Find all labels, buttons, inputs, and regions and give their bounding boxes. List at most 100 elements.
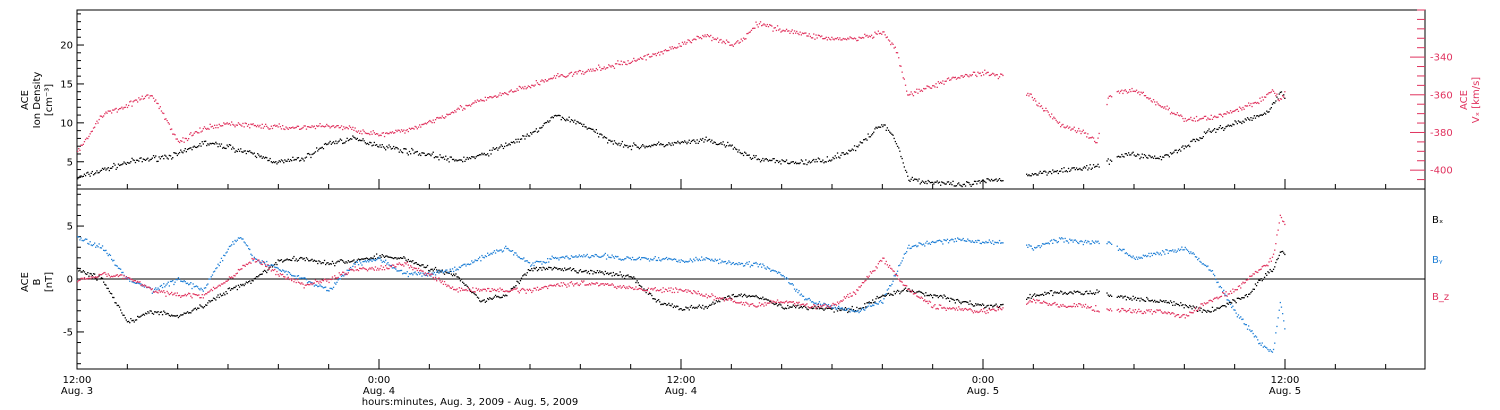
density-point — [551, 116, 553, 118]
bfield-point — [1135, 299, 1138, 301]
density-point — [713, 141, 715, 143]
bfield-point — [741, 262, 744, 265]
bfield-point — [985, 240, 987, 243]
density-point — [1205, 132, 1207, 135]
density-point — [940, 184, 942, 186]
top-left-tick-label: 10 — [60, 118, 73, 129]
bfield-point — [215, 267, 217, 270]
velocity-point — [338, 127, 340, 129]
density-point — [227, 145, 229, 148]
bfield-point — [912, 290, 915, 293]
bfield-point — [1058, 292, 1061, 294]
bfield-point — [141, 314, 143, 316]
density-point — [379, 144, 381, 146]
density-point — [1094, 166, 1096, 168]
velocity-point — [892, 43, 894, 45]
bfield-point — [313, 259, 315, 261]
density-point — [203, 140, 206, 143]
bfield-point — [832, 302, 834, 305]
bfield-point — [225, 291, 227, 293]
density-point — [335, 140, 337, 142]
bfield-point — [443, 273, 446, 275]
bfield-point — [971, 240, 973, 242]
bfield-point — [829, 306, 831, 308]
velocity-point — [887, 39, 890, 41]
velocity-point — [1150, 100, 1152, 102]
bfield-point — [840, 300, 842, 302]
velocity-point — [260, 127, 262, 129]
density-point — [547, 120, 549, 122]
bfield-point — [998, 305, 1001, 308]
bfield-point — [441, 280, 443, 282]
velocity-point — [297, 125, 300, 127]
bfield-point — [833, 311, 835, 313]
bfield-point — [368, 268, 370, 270]
bfield-point — [596, 282, 599, 284]
velocity-point — [133, 100, 135, 102]
velocity-point — [215, 127, 217, 129]
velocity-point — [259, 124, 261, 127]
density-point — [317, 150, 319, 152]
bfield-point — [1217, 307, 1219, 309]
bfield-point — [176, 279, 178, 281]
density-point — [950, 182, 952, 184]
bfield-point — [456, 268, 458, 270]
density-point — [343, 142, 345, 144]
bfield-point — [823, 304, 825, 306]
velocity-point — [219, 125, 221, 127]
bfield-point — [177, 277, 180, 279]
velocity-point — [611, 64, 613, 67]
velocity-point — [852, 38, 855, 40]
velocity-point — [231, 121, 233, 123]
velocity-point — [342, 128, 344, 131]
bfield-point — [92, 244, 95, 246]
density-point — [1216, 128, 1218, 130]
bfield-point — [949, 240, 951, 242]
bfield-point — [128, 277, 130, 279]
velocity-point — [271, 127, 274, 130]
velocity-point — [84, 138, 87, 141]
density-point — [451, 158, 454, 161]
velocity-point — [191, 135, 193, 137]
bfield-point — [299, 282, 301, 284]
density-point — [1176, 152, 1178, 154]
bfield-point — [903, 253, 905, 255]
bfield-point — [1279, 251, 1281, 253]
density-point — [412, 149, 414, 151]
velocity-point — [921, 90, 924, 92]
bfield-point — [715, 297, 717, 300]
bfield-point — [180, 296, 182, 298]
bfield-point — [909, 290, 911, 293]
bfield-point — [711, 293, 713, 295]
bfield-point — [184, 281, 186, 283]
bfield-point — [804, 305, 806, 307]
density-point — [393, 145, 395, 148]
bfield-point — [907, 247, 909, 249]
bfield-point — [1126, 296, 1129, 298]
bfield-point — [1155, 301, 1157, 303]
density-point — [1124, 153, 1126, 155]
density-point — [707, 139, 710, 141]
density-point — [442, 156, 445, 158]
bfield-point — [873, 301, 875, 304]
velocity-point — [946, 78, 949, 80]
density-point — [527, 135, 529, 137]
bfield-point — [95, 246, 97, 248]
density-point — [1077, 169, 1079, 171]
bfield-point — [954, 302, 956, 304]
bfield-point — [910, 247, 912, 249]
bfield-point — [742, 294, 745, 296]
bfield-point — [1185, 248, 1187, 250]
bfield-point — [434, 276, 437, 278]
velocity-point — [1269, 92, 1271, 94]
bfield-point — [455, 289, 457, 291]
velocity-point — [955, 78, 958, 80]
density-point — [951, 184, 953, 186]
velocity-point — [799, 31, 801, 33]
density-point — [1206, 131, 1208, 133]
density-point — [966, 181, 968, 183]
bfield-point — [306, 258, 309, 260]
velocity-point — [978, 72, 980, 75]
bfield-point — [918, 296, 920, 298]
velocity-point — [1075, 131, 1078, 134]
